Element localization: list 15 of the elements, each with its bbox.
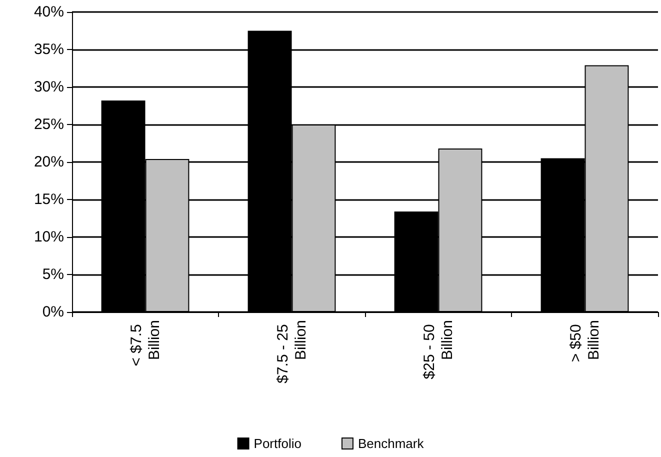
y-tick-label: 0% xyxy=(42,304,64,320)
x-tick-label: < $7.5 Billion xyxy=(128,320,163,366)
y-tick-label: 35% xyxy=(34,41,64,58)
legend-label: Portfolio xyxy=(254,436,302,451)
x-tick-label: $7.5 - 25 Billion xyxy=(274,320,310,384)
x-tick-label: > $50 Billion xyxy=(567,320,602,362)
y-tick-label: 30% xyxy=(34,78,64,96)
y-tick-label: 10% xyxy=(34,228,64,246)
y-tick-label: 40% xyxy=(34,4,64,20)
x-tick-label: $25 - 50 Billion xyxy=(420,320,456,380)
y-tick-label: 25% xyxy=(34,116,64,133)
y-tick-label: 5% xyxy=(42,266,64,283)
legend-label: Benchmark xyxy=(358,436,424,451)
y-tick-label: 15% xyxy=(34,191,64,208)
y-tick-label: 20% xyxy=(34,154,64,170)
